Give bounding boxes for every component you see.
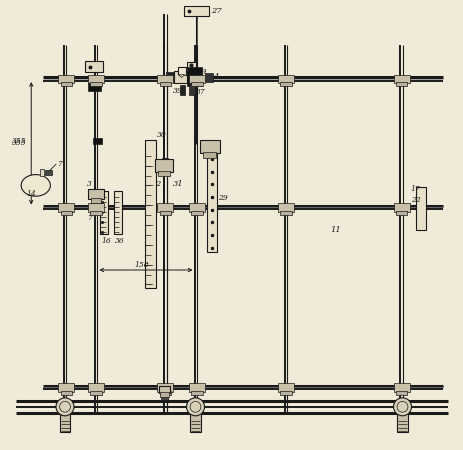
Text: 27: 27 [211, 7, 222, 15]
Text: 7: 7 [88, 214, 93, 222]
Text: 355: 355 [12, 139, 26, 147]
Bar [160, 391, 171, 395]
Text: 16: 16 [101, 237, 111, 245]
Bar [160, 82, 171, 86]
Bar [280, 82, 292, 86]
Text: 17: 17 [411, 185, 420, 193]
Bar [157, 203, 174, 212]
Bar [85, 61, 103, 72]
Bar [200, 140, 220, 153]
Bar [90, 391, 102, 395]
Bar [396, 211, 407, 215]
Circle shape [394, 398, 412, 416]
Bar [60, 407, 70, 432]
Text: 39: 39 [173, 87, 183, 95]
Bar [160, 211, 171, 215]
Circle shape [187, 398, 205, 416]
Bar [58, 75, 75, 83]
Bar [45, 170, 52, 175]
Bar [90, 211, 102, 215]
Bar [280, 391, 292, 395]
Bar [88, 203, 104, 212]
Bar [191, 82, 202, 86]
Bar [278, 203, 294, 212]
Bar [278, 75, 294, 83]
Bar [394, 203, 410, 212]
Bar [100, 191, 108, 234]
Bar [91, 198, 101, 203]
Bar [88, 383, 104, 392]
Bar [88, 75, 104, 83]
Text: 2: 2 [155, 180, 160, 189]
Bar [189, 85, 195, 95]
Bar [159, 386, 170, 393]
Text: 36: 36 [114, 237, 124, 245]
Bar [207, 144, 217, 252]
Bar [396, 391, 407, 395]
Bar [162, 158, 168, 164]
Bar [158, 171, 170, 176]
Bar [396, 82, 407, 86]
Bar [174, 71, 188, 83]
Ellipse shape [21, 175, 50, 196]
Text: 11: 11 [331, 225, 341, 234]
Text: 4: 4 [213, 73, 219, 81]
Bar [180, 85, 185, 94]
Text: 29: 29 [218, 194, 228, 202]
Bar [394, 75, 410, 83]
Text: 37: 37 [195, 88, 205, 96]
Text: 3: 3 [87, 180, 92, 189]
Bar [190, 407, 201, 432]
Bar [280, 211, 292, 215]
Text: 9: 9 [201, 68, 206, 76]
Bar [188, 62, 195, 68]
Text: 7: 7 [57, 160, 62, 168]
Bar [155, 159, 173, 172]
Polygon shape [178, 75, 185, 77]
Bar [61, 211, 72, 215]
Bar [161, 396, 168, 400]
Bar [177, 68, 186, 75]
Bar [113, 191, 122, 234]
Bar [394, 383, 410, 392]
Bar [191, 211, 202, 215]
Bar [61, 391, 72, 395]
Circle shape [56, 398, 74, 416]
Bar [203, 152, 216, 158]
Text: 14: 14 [26, 190, 36, 198]
Bar [184, 6, 209, 16]
Bar [93, 138, 102, 144]
Bar [187, 68, 202, 86]
Bar [157, 75, 174, 83]
Bar [88, 81, 101, 91]
Bar [160, 392, 169, 397]
Bar [40, 169, 44, 176]
Bar [145, 140, 156, 288]
Bar [61, 82, 72, 86]
Bar [90, 82, 102, 86]
Text: 158: 158 [134, 261, 149, 269]
Bar [88, 189, 104, 199]
Bar [278, 383, 294, 392]
Bar [189, 383, 205, 392]
Bar [58, 203, 75, 212]
Bar [189, 203, 205, 212]
Bar [189, 75, 205, 83]
Bar [58, 383, 75, 392]
Text: 30: 30 [157, 131, 167, 139]
Bar [157, 383, 174, 392]
Bar [397, 407, 408, 432]
Bar [191, 391, 202, 395]
Text: 22: 22 [412, 196, 421, 204]
Bar [166, 72, 175, 82]
Bar [205, 73, 213, 82]
Text: 31: 31 [173, 180, 184, 189]
Bar [416, 187, 426, 230]
Text: 355: 355 [12, 137, 26, 144]
